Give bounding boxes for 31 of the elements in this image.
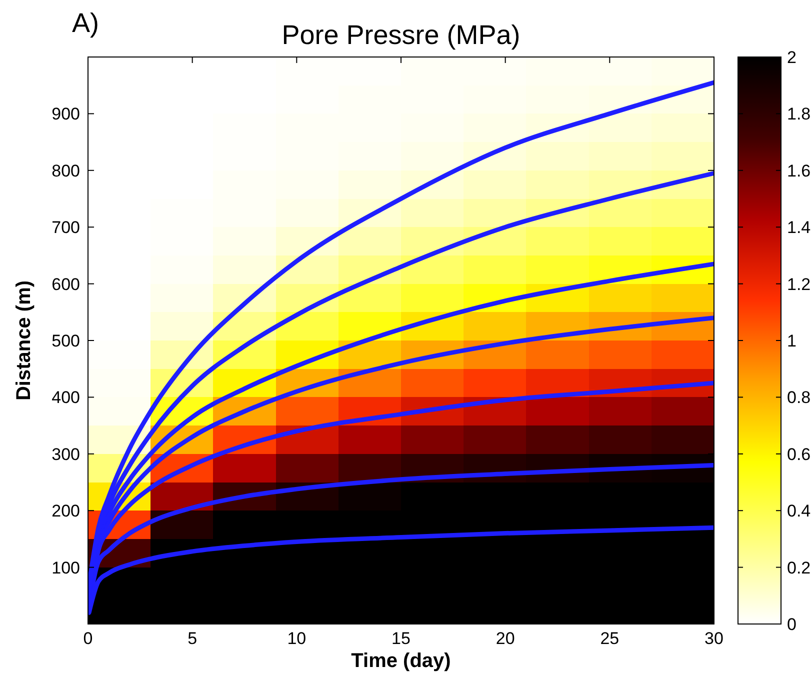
chart-title: Pore Pressre (MPa) [282, 20, 520, 50]
color-bar-label: 1.8 [787, 104, 811, 124]
color-bar-label: 0 [787, 615, 796, 634]
color-bar-label: 1.4 [787, 218, 811, 238]
color-bar-label: 0.8 [787, 388, 811, 408]
y-tick-label: 200 [52, 502, 80, 521]
color-bar-label: 0.6 [787, 444, 811, 464]
color-bar-label: 0.2 [787, 558, 811, 578]
color-bar-label: 1.6 [787, 161, 811, 180]
y-tick-label: 700 [52, 218, 80, 238]
x-tick-label: 10 [287, 629, 306, 648]
x-tick-label: 5 [188, 629, 198, 648]
y-tick-label: 300 [52, 444, 80, 464]
x-tick-label: 15 [392, 629, 410, 648]
color-bar-label: 1 [787, 332, 796, 350]
y-tick-label: 500 [52, 332, 80, 350]
x-tick-label: 0 [83, 629, 93, 648]
x-tick-label: 20 [496, 629, 515, 648]
x-axis-title: Time (day) [351, 650, 451, 672]
y-tick-label: 100 [52, 558, 80, 578]
y-tick-label: 900 [52, 104, 80, 124]
text: A) [72, 8, 99, 38]
y-axis-title: Distance (m) [13, 280, 35, 401]
color-bar-label: 0.4 [787, 502, 811, 521]
color-bar-label: 2 [787, 48, 796, 67]
y-tick-label: 800 [52, 161, 80, 180]
color-bar-label: 1.2 [787, 274, 811, 294]
x-tick-label: 25 [600, 629, 620, 648]
x-tick-label: 30 [704, 629, 724, 648]
y-tick-label: 600 [52, 274, 80, 294]
y-tick-label: 400 [52, 388, 80, 408]
